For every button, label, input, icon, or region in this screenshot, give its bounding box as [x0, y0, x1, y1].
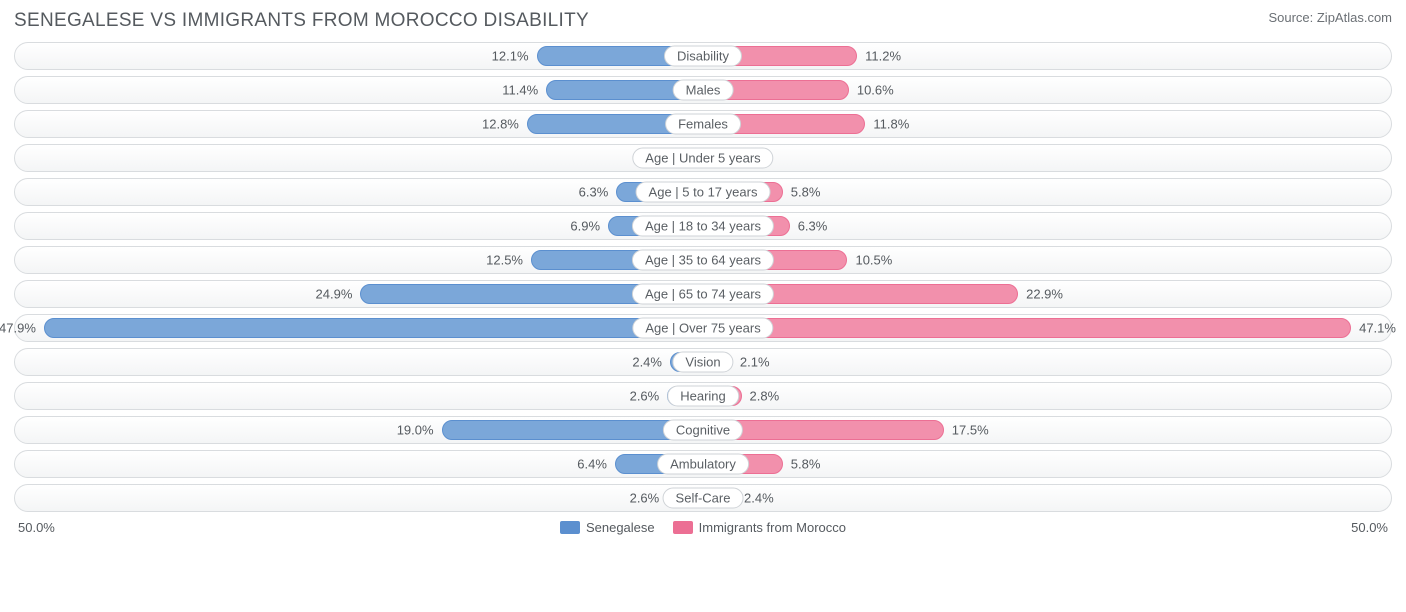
value-right: 5.8% — [791, 457, 821, 472]
legend-label-right: Immigrants from Morocco — [699, 520, 846, 535]
value-right: 22.9% — [1026, 287, 1063, 302]
value-left: 2.4% — [632, 355, 662, 370]
row-label: Age | 18 to 34 years — [632, 216, 774, 237]
row-label: Disability — [664, 46, 742, 67]
value-left: 6.3% — [579, 185, 609, 200]
chart-row: 24.9% 22.9% Age | 65 to 74 years — [14, 280, 1392, 308]
bar-left — [44, 318, 703, 338]
chart-row: 2.6% 2.8% Hearing — [14, 382, 1392, 410]
chart-row: 12.8% 11.8% Females — [14, 110, 1392, 138]
legend-item-left: Senegalese — [560, 520, 655, 535]
value-left: 2.6% — [630, 389, 660, 404]
value-left: 19.0% — [397, 423, 434, 438]
value-right: 2.4% — [744, 491, 774, 506]
chart-row: 1.2%1.2%Age | Under 5 years — [14, 144, 1392, 172]
row-label: Ambulatory — [657, 454, 749, 475]
value-left: 11.4% — [502, 83, 538, 98]
row-label: Males — [673, 80, 734, 101]
value-left: 47.9% — [0, 321, 36, 336]
chart-row: 2.4% 2.1% Vision — [14, 348, 1392, 376]
value-left: 6.9% — [570, 219, 600, 234]
row-label: Age | Under 5 years — [632, 148, 773, 169]
row-label: Age | 35 to 64 years — [632, 250, 774, 271]
value-right: 5.8% — [791, 185, 821, 200]
diverging-bar-chart: 12.1% 11.2% Disability 11.4% 10.6% Males 12.8%… — [14, 42, 1392, 512]
legend-label-left: Senegalese — [586, 520, 655, 535]
chart-title: SENEGALESE VS IMMIGRANTS FROM MOROCCO DI… — [14, 10, 589, 32]
value-left: 2.6% — [630, 491, 660, 506]
bar-right — [703, 318, 1351, 338]
value-right: 2.1% — [740, 355, 770, 370]
value-left: 24.9% — [316, 287, 353, 302]
value-right: 17.5% — [952, 423, 989, 438]
legend-item-right: Immigrants from Morocco — [673, 520, 846, 535]
chart-row: 2.6% 2.4%Self-Care — [14, 484, 1392, 512]
value-left: 12.8% — [482, 117, 519, 132]
axis-left-max: 50.0% — [18, 520, 55, 535]
value-right: 47.1% — [1359, 321, 1396, 336]
value-left: 12.1% — [492, 49, 529, 64]
value-left: 6.4% — [577, 457, 607, 472]
row-label: Cognitive — [663, 420, 743, 441]
chart-row: 6.9% 6.3% Age | 18 to 34 years — [14, 212, 1392, 240]
source-attribution: Source: ZipAtlas.com — [1268, 10, 1392, 25]
row-label: Hearing — [667, 386, 739, 407]
legend-swatch-left — [560, 521, 580, 534]
chart-row: 6.4% 5.8% Ambulatory — [14, 450, 1392, 478]
row-label: Age | Over 75 years — [632, 318, 773, 339]
value-right: 11.2% — [865, 49, 901, 64]
value-right: 10.5% — [855, 253, 892, 268]
row-label: Females — [665, 114, 741, 135]
axis-right-max: 50.0% — [1351, 520, 1388, 535]
row-label: Self-Care — [663, 488, 744, 509]
legend: Senegalese Immigrants from Morocco — [55, 520, 1351, 535]
value-right: 2.8% — [750, 389, 780, 404]
chart-row: 19.0% 17.5% Cognitive — [14, 416, 1392, 444]
value-right: 11.8% — [873, 117, 909, 132]
chart-row: 11.4% 10.6% Males — [14, 76, 1392, 104]
value-right: 6.3% — [798, 219, 828, 234]
chart-row: 6.3% 5.8% Age | 5 to 17 years — [14, 178, 1392, 206]
value-left: 12.5% — [486, 253, 523, 268]
row-label: Age | 5 to 17 years — [636, 182, 771, 203]
chart-row: 47.9%47.1%Age | Over 75 years — [14, 314, 1392, 342]
row-label: Age | 65 to 74 years — [632, 284, 774, 305]
legend-swatch-right — [673, 521, 693, 534]
row-label: Vision — [672, 352, 733, 373]
value-right: 10.6% — [857, 83, 894, 98]
chart-row: 12.5% 10.5% Age | 35 to 64 years — [14, 246, 1392, 274]
chart-row: 12.1% 11.2% Disability — [14, 42, 1392, 70]
